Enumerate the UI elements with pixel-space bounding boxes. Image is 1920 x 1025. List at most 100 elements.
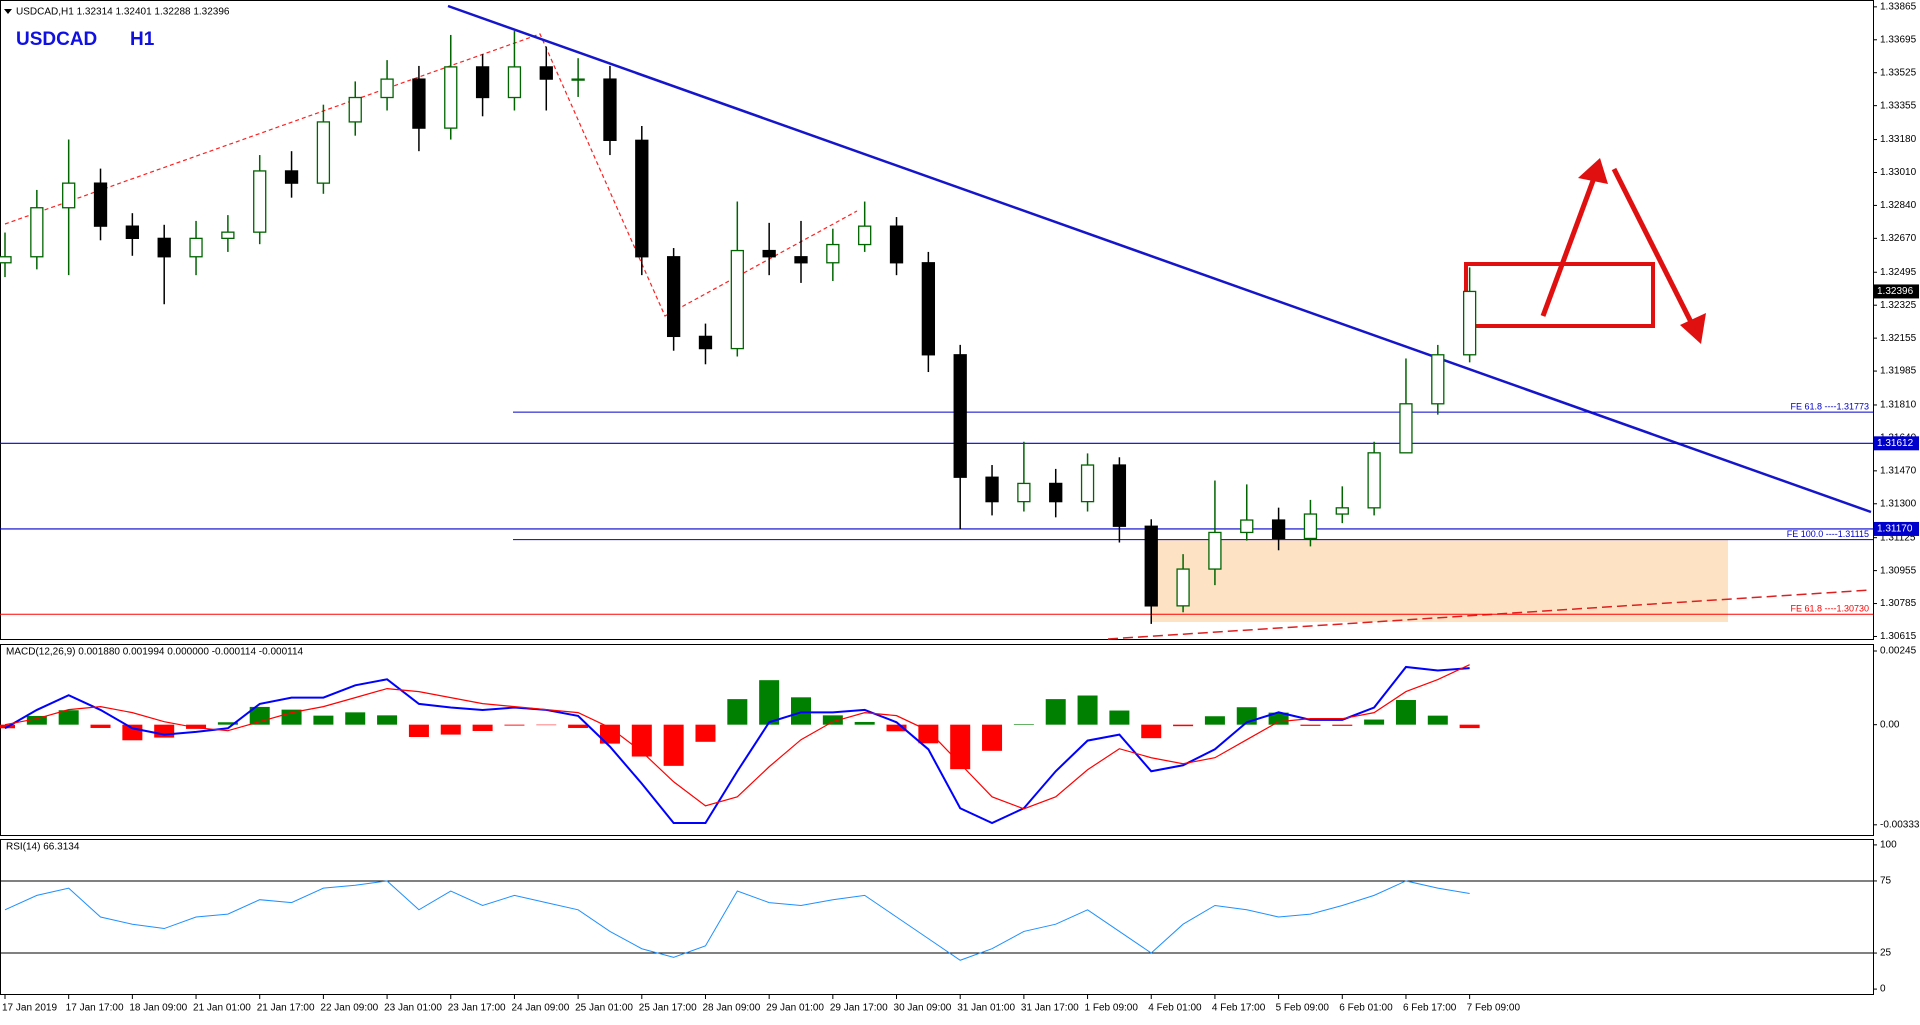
x-tick-label: 7 Feb 09:00 <box>1467 1003 1521 1014</box>
x-tick-label: 6 Feb 01:00 <box>1339 1003 1393 1014</box>
y-tick-label: 1.31470 <box>1880 465 1917 476</box>
candle-body <box>762 249 776 258</box>
candle-body <box>1303 513 1318 540</box>
x-tick-label: 17 Jan 2019 <box>2 1003 57 1014</box>
candle-body <box>62 182 76 209</box>
macd-histogram-bar <box>1300 724 1321 726</box>
rsi-title: RSI(14) 66.3134 <box>6 842 80 853</box>
y-tick-label: 0 <box>1880 984 1886 995</box>
price-level-box <box>1874 521 1919 536</box>
candle-body <box>475 66 490 99</box>
symbol: USDCAD <box>16 29 97 50</box>
y-tick-label: 1.33865 <box>1880 1 1917 12</box>
y-tick-label: 1.33355 <box>1880 100 1917 111</box>
x-tick-label: 18 Jan 09:00 <box>129 1003 187 1014</box>
macd-histogram-bar <box>281 709 302 725</box>
candle-body <box>412 78 426 129</box>
macd-histogram-bar <box>154 724 175 738</box>
fibo-expansion-lines <box>4 33 858 317</box>
macd-histogram-bar <box>822 715 843 725</box>
x-tick-label: 24 Jan 09:00 <box>511 1003 569 1014</box>
menu-icon[interactable] <box>4 9 12 14</box>
macd-histogram-bar <box>1395 700 1416 725</box>
rsi-line <box>4 880 1470 961</box>
y-tick-label: 0.00245 <box>1880 646 1917 657</box>
x-tick-label: 31 Jan 01:00 <box>957 1003 1015 1014</box>
macd-histogram-bar <box>791 697 811 725</box>
arrow-up-head <box>1578 158 1608 184</box>
fibo-level-label: FE 100.0 ----1.31115 <box>1787 529 1869 539</box>
fibo-level-label: FE 61.8 ----1.31773 <box>1790 402 1869 412</box>
candle-body <box>253 170 267 233</box>
candle-body <box>1431 354 1445 405</box>
macd-histogram-bar <box>918 724 939 744</box>
y-tick-label: 25 <box>1880 948 1892 959</box>
candle-body <box>1271 519 1286 540</box>
y-tick-label: 1.31810 <box>1880 400 1917 411</box>
y-tick-label: 1.33010 <box>1880 167 1917 178</box>
macd-title: MACD(12,26,9) 0.001880 0.001994 0.000000… <box>6 647 304 658</box>
x-tick-label: 29 Jan 01:00 <box>766 1003 824 1014</box>
x-tick-label: 30 Jan 09:00 <box>894 1003 952 1014</box>
candle-body <box>1367 452 1381 509</box>
candle-body <box>1335 507 1349 515</box>
candle-body <box>635 139 649 258</box>
candle-body <box>221 231 235 240</box>
candle-body <box>189 237 203 258</box>
macd-histogram-bar <box>504 724 525 726</box>
y-tick-label: 1.32670 <box>1880 233 1917 244</box>
y-tick-label: 1.30955 <box>1880 565 1917 576</box>
macd-line <box>4 665 1470 825</box>
macd-histogram-bar <box>1332 724 1353 726</box>
macd-histogram-bar <box>1109 710 1130 725</box>
rsi-panel-frame <box>0 839 1874 995</box>
candle-body <box>539 66 553 80</box>
candle-body <box>826 243 840 264</box>
x-tick-label: 21 Jan 01:00 <box>193 1003 251 1014</box>
candle-body <box>507 66 522 99</box>
candle-body <box>125 225 140 240</box>
macd-histogram-bar <box>854 721 875 725</box>
macd-histogram-bar <box>1427 715 1448 725</box>
price-level-label: 1.31170 <box>1877 524 1913 535</box>
price-level-box <box>1874 436 1919 451</box>
price-header: USDCAD,H1 1.32314 1.32401 1.32288 1.3239… <box>16 7 230 18</box>
x-tick-label: 28 Jan 09:00 <box>702 1003 760 1014</box>
candle-body <box>603 78 617 141</box>
y-tick-label: 1.33180 <box>1880 134 1917 145</box>
y-tick-label: 100 <box>1880 840 1897 851</box>
macd-histogram-bar <box>536 724 557 726</box>
candle-body <box>444 66 458 129</box>
y-tick-label: 1.32155 <box>1880 333 1917 344</box>
x-tick-label: 23 Jan 17:00 <box>448 1003 506 1014</box>
demand-zone <box>1152 540 1728 622</box>
x-tick-label: 22 Jan 09:00 <box>320 1003 378 1014</box>
y-tick-label: 1.32325 <box>1880 300 1917 311</box>
macd-histogram-bar <box>345 712 366 725</box>
macd-histogram-bar <box>695 724 716 742</box>
macd-panel-frame <box>0 644 1874 836</box>
x-tick-label: 4 Feb 01:00 <box>1148 1003 1202 1014</box>
candle-body <box>1080 464 1095 503</box>
candle-body <box>1208 531 1222 570</box>
candle-body <box>858 225 872 246</box>
arrow-up <box>1540 177 1597 317</box>
last-price-label: 1.32396 <box>1877 286 1914 297</box>
candle-body <box>666 256 681 338</box>
candle-body <box>1399 403 1413 454</box>
y-tick-label: 1.32495 <box>1880 267 1917 278</box>
candle-body <box>1112 464 1127 527</box>
candle-body <box>889 225 904 264</box>
x-tick-label: 4 Feb 17:00 <box>1212 1003 1266 1014</box>
y-tick-label: 1.33695 <box>1880 34 1917 45</box>
x-tick-label: 5 Feb 09:00 <box>1276 1003 1330 1014</box>
last-price-box <box>1874 284 1919 299</box>
x-tick-label: 25 Jan 01:00 <box>575 1003 633 1014</box>
macd-histogram-bar <box>1141 724 1162 739</box>
candle-body <box>921 262 936 356</box>
macd-histogram-bar <box>217 722 238 725</box>
candle-body <box>1049 482 1063 503</box>
y-tick-label: 1.33525 <box>1880 67 1917 78</box>
